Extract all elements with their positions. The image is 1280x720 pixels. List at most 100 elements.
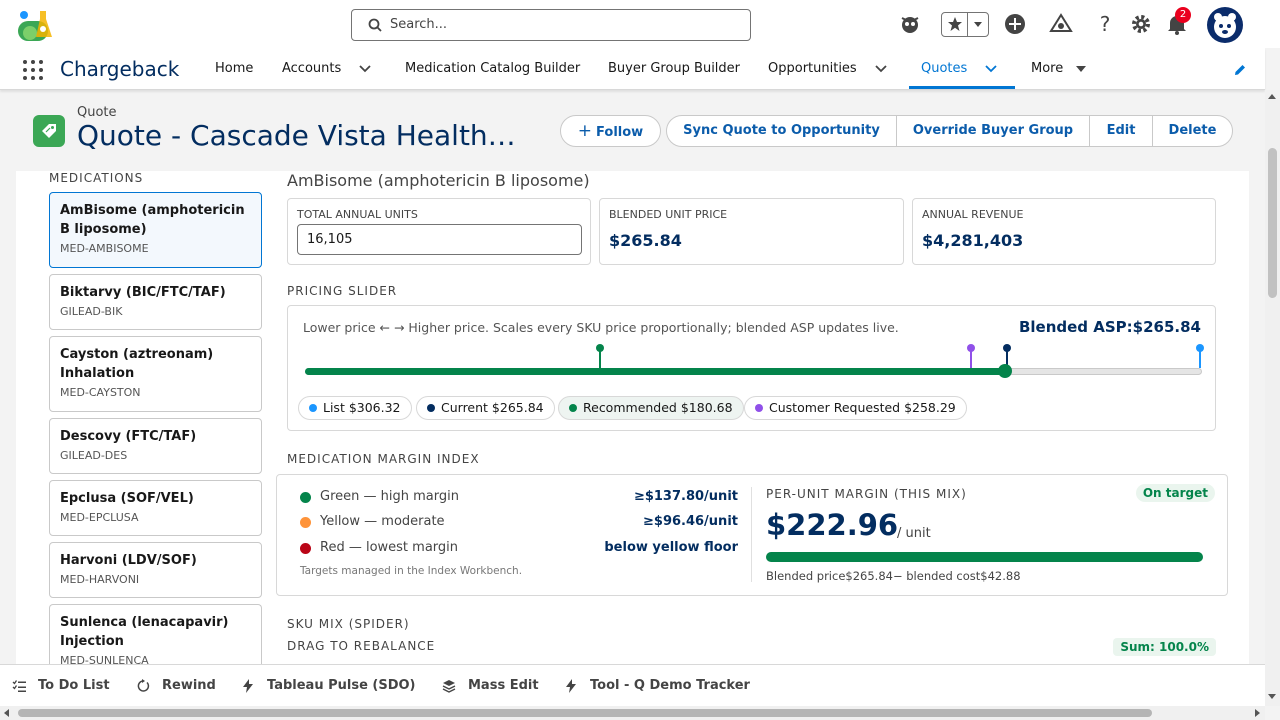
medication-item[interactable]: AmBisome (amphotericin B liposome) MED-A…: [49, 192, 262, 268]
nav-item-quotes[interactable]: Quotes: [921, 61, 968, 76]
chip-recommended-price: Recommended $180.68: [558, 396, 744, 420]
nav-item-opportunities[interactable]: Opportunities: [768, 61, 857, 76]
medication-code: MED-CAYSTON: [60, 386, 141, 399]
medication-item[interactable]: Cayston (aztreonam) Inhalation MED-CAYST…: [49, 336, 262, 412]
medication-name: Descovy (FTC/TAF): [60, 429, 197, 444]
chip-label: Recommended $180.68: [583, 400, 733, 415]
utility-q-demo-tracker[interactable]: Tool - Q Demo Tracker: [590, 678, 750, 693]
follow-label: Follow: [596, 125, 644, 140]
rewind-icon: [137, 679, 150, 692]
current-marker: [1006, 346, 1009, 368]
kpi-label: ANNUAL REVENUE: [922, 208, 1024, 221]
pricing-slider-heading: PRICING SLIDER: [287, 284, 398, 298]
kpi-label: BLENDED UNIT PRICE: [609, 208, 728, 221]
chevron-down-icon: [974, 22, 982, 27]
medication-name: Cayston (aztreonam) Inhalation: [60, 347, 214, 381]
vertical-scroll-thumb[interactable]: [1268, 148, 1277, 298]
layers-icon: [442, 680, 456, 693]
add-icon[interactable]: [1003, 12, 1027, 36]
object-label: Quote: [77, 105, 117, 120]
plus-icon: +: [577, 121, 593, 141]
medication-item[interactable]: Epclusa (SOF/VEL) MED-EPCLUSA: [49, 480, 262, 536]
caret-down-icon[interactable]: [1074, 64, 1088, 74]
follow-button[interactable]: + Follow: [560, 115, 661, 147]
medication-item[interactable]: Sunlenca (lenacapavir) Injection MED-SUN…: [49, 604, 262, 664]
margin-calculation: Blended price$265.84− blended cost$42.88: [766, 569, 1021, 583]
user-avatar-icon: [1214, 13, 1236, 38]
chevron-down-icon[interactable]: [874, 64, 888, 74]
medication-name: Harvoni (LDV/SOF): [60, 553, 197, 568]
checklist-icon: [12, 680, 26, 692]
list-marker: [1199, 346, 1202, 368]
chip-customer-requested-price: Customer Requested $258.29: [744, 396, 967, 420]
kpi-label: TOTAL ANNUAL UNITS: [297, 208, 418, 221]
app-logo-icon[interactable]: [16, 7, 54, 45]
per-unit-suffix: / unit: [897, 526, 931, 541]
legend-green-value: ≥$137.80/unit: [633, 489, 738, 504]
trailhead-icon[interactable]: [1049, 12, 1073, 36]
medication-item[interactable]: Harvoni (LDV/SOF) MED-HARVONI: [49, 542, 262, 598]
medication-item[interactable]: Descovy (FTC/TAF) GILEAD-DES: [49, 418, 262, 474]
chevron-down-icon[interactable]: [358, 64, 372, 74]
medication-item[interactable]: Biktarvy (BIC/FTC/TAF) GILEAD-BIK: [49, 274, 262, 330]
margin-index-heading: MEDICATION MARGIN INDEX: [287, 452, 480, 466]
per-unit-margin-label: PER-UNIT MARGIN (THIS MIX): [766, 487, 967, 501]
recommended-dot: [569, 404, 577, 412]
nav-item-more[interactable]: More: [1031, 61, 1064, 76]
red-dot: [300, 543, 311, 554]
avatar[interactable]: [1207, 7, 1243, 43]
status-badge: On target: [1135, 484, 1215, 502]
scroll-down-arrow-icon[interactable]: [1268, 694, 1276, 699]
chip-list-price: List $306.32: [298, 396, 412, 420]
quote-object-icon: [33, 115, 65, 147]
utility-mass-edit[interactable]: Mass Edit: [468, 678, 539, 693]
nav-item-accounts[interactable]: Accounts: [282, 61, 342, 76]
utility-tableau-pulse[interactable]: Tableau Pulse (SDO): [267, 678, 416, 693]
svg-text:?: ?: [1100, 12, 1111, 36]
medication-name: Sunlenca (lenacapavir) Injection: [60, 615, 229, 649]
utility-to-do-list[interactable]: To Do List: [38, 678, 110, 693]
list-marker-dot: [1196, 344, 1205, 352]
app-nav-bar: Chargeback Home Accounts Medication Cata…: [0, 48, 1265, 90]
astro-agent-icon[interactable]: [898, 12, 922, 36]
app-launcher-icon[interactable]: [23, 60, 43, 80]
scroll-left-arrow-icon[interactable]: [4, 709, 9, 717]
nav-item-medication-catalog-builder[interactable]: Medication Catalog Builder: [405, 61, 581, 76]
pricing-slider-handle[interactable]: [997, 364, 1012, 378]
nav-item-buyer-group-builder[interactable]: Buyer Group Builder: [608, 61, 741, 76]
current-dot: [427, 404, 435, 412]
sync-quote-button[interactable]: Sync Quote to Opportunity: [666, 115, 897, 147]
override-buyer-group-button[interactable]: Override Buyer Group: [896, 115, 1090, 147]
total-annual-units-input[interactable]: 16,105: [297, 224, 582, 255]
green-dot: [300, 492, 311, 503]
chip-label: Current $265.84: [441, 400, 544, 415]
kpi-blended-unit-price: BLENDED UNIT PRICE $265.84: [599, 198, 904, 265]
favorites-button[interactable]: [941, 12, 989, 37]
legend-red-value: below yellow floor: [604, 540, 738, 555]
customer-dot: [755, 404, 763, 412]
global-search[interactable]: Search...: [351, 9, 751, 41]
edit-button[interactable]: Edit: [1089, 115, 1153, 147]
lightning-icon: [566, 679, 576, 693]
margin-bar-fill: [766, 552, 1203, 562]
blended-asp-label: Blended ASP:: [1018, 318, 1133, 336]
legend-label: Red — lowest margin: [320, 540, 459, 555]
nav-item-home[interactable]: Home: [215, 61, 254, 76]
scroll-right-arrow-icon[interactable]: [1255, 709, 1260, 717]
medication-name: Biktarvy (BIC/FTC/TAF): [60, 285, 226, 300]
medication-code: MED-EPCLUSA: [60, 511, 139, 524]
horizontal-scroll-thumb[interactable]: [18, 709, 1152, 717]
list-dot: [309, 404, 317, 412]
chevron-down-icon[interactable]: [984, 64, 998, 74]
help-icon[interactable]: ?: [1093, 12, 1117, 36]
kpi-annual-revenue: ANNUAL REVENUE $4,281,403: [912, 198, 1216, 265]
app-name: Chargeback: [60, 57, 180, 81]
edit-nav-icon[interactable]: [1233, 63, 1247, 77]
blended-asp: Blended ASP:$265.84: [1019, 318, 1201, 336]
chip-label: List $306.32: [323, 400, 401, 415]
utility-rewind[interactable]: Rewind: [162, 678, 216, 693]
delete-button[interactable]: Delete: [1152, 115, 1233, 147]
medication-code: GILEAD-BIK: [60, 305, 123, 318]
scroll-up-arrow-icon[interactable]: [1268, 94, 1276, 99]
gear-icon[interactable]: [1129, 12, 1153, 36]
